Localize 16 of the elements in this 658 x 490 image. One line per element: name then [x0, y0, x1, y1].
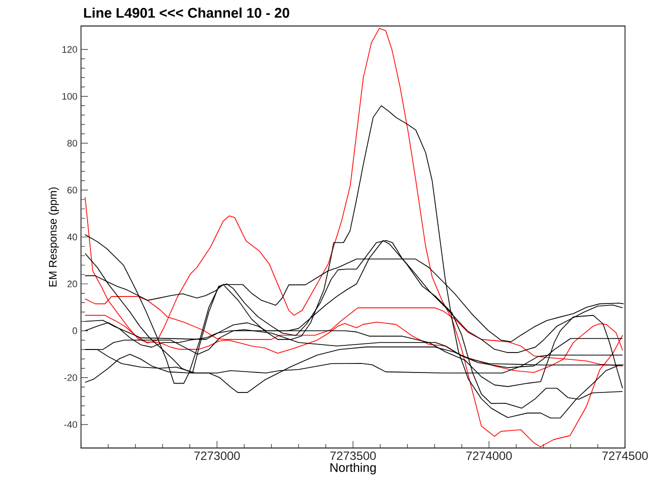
- y-tick-label: 20: [67, 280, 78, 288]
- y-tick-label: 60: [67, 186, 78, 194]
- y-tick-label: -40: [64, 421, 78, 428]
- y-tick-label: -20: [64, 374, 78, 382]
- y-tick-label: 40: [67, 234, 78, 240]
- y-tick-label: 0: [72, 327, 78, 334]
- y-tick-label: 100: [62, 92, 78, 100]
- x-axis-title: Northing: [330, 462, 376, 474]
- x-tick-label: 7273000: [194, 452, 240, 460]
- x-tick-label: 7274500: [602, 452, 648, 460]
- y-tick-label: 80: [67, 140, 78, 147]
- x-tick-label: 7273500: [330, 452, 376, 460]
- y-axis-title: EM Response (ppm): [48, 187, 59, 286]
- chart-title: Line L4901 <<< Channel 10 - 20: [84, 8, 290, 18]
- y-tick-label: 120: [62, 46, 78, 53]
- x-tick-label: 7274000: [466, 452, 512, 460]
